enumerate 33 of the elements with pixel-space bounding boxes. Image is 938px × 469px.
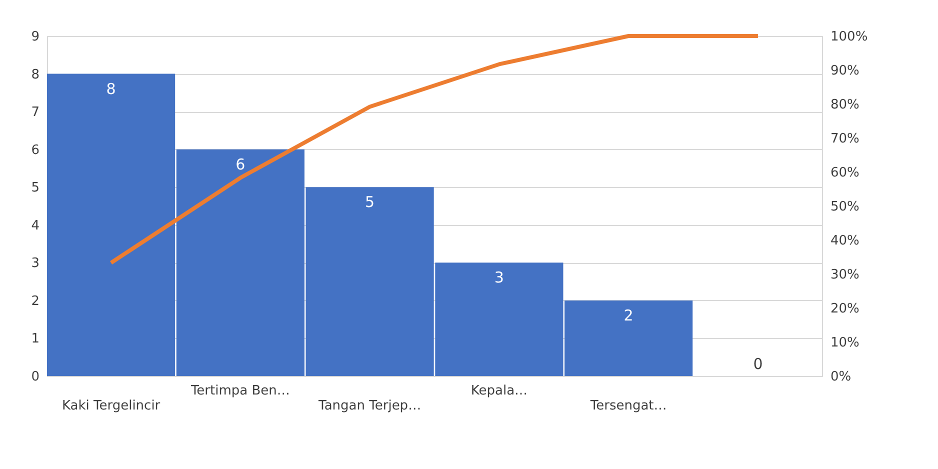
x-tick-label: Tersengat… [589, 398, 667, 414]
y2-tick-label: 70% [830, 132, 860, 146]
data-label: 8 [106, 80, 116, 98]
y-tick-label: 7 [31, 105, 40, 120]
data-label: 5 [365, 193, 375, 212]
y-tick-label: 0 [31, 370, 40, 384]
y2-tick-label: 100% [830, 30, 868, 44]
y2-tick-label: 90% [830, 64, 860, 78]
y2-tick-label: 50% [830, 200, 860, 214]
y2-tick-label: 40% [830, 234, 860, 248]
x-tick-label: Tangan Terjep… [318, 398, 422, 414]
data-label: 0 [753, 355, 763, 373]
y-tick-label: 5 [31, 180, 40, 196]
y-tick-label: 9 [31, 30, 40, 44]
line-series [109, 34, 760, 265]
y2-tick-label: 60% [830, 166, 860, 180]
y-tick-label: 2 [31, 294, 40, 309]
y-tick-label: 1 [31, 332, 40, 347]
y-tick-label: 8 [31, 67, 40, 82]
x-tick-label: Kepala… [470, 384, 528, 398]
data-label: 2 [624, 306, 634, 324]
y2-tick-label: 30% [830, 268, 860, 282]
y-tick-label: 4 [31, 218, 40, 234]
x-tick-label: Kaki Tergelincir [62, 398, 161, 414]
y-tick-label: 3 [31, 256, 40, 272]
data-label: 3 [494, 268, 504, 287]
y-tick-label: 6 [31, 142, 40, 158]
data-label: 6 [236, 155, 246, 174]
y2-tick-label: 20% [830, 302, 860, 316]
x-tick-label: Tertimpa Ben… [190, 384, 290, 398]
y2-tick-label: 80% [830, 98, 860, 112]
y2-tick-label: 0% [830, 370, 852, 384]
y2-tick-label: 10% [830, 336, 860, 350]
